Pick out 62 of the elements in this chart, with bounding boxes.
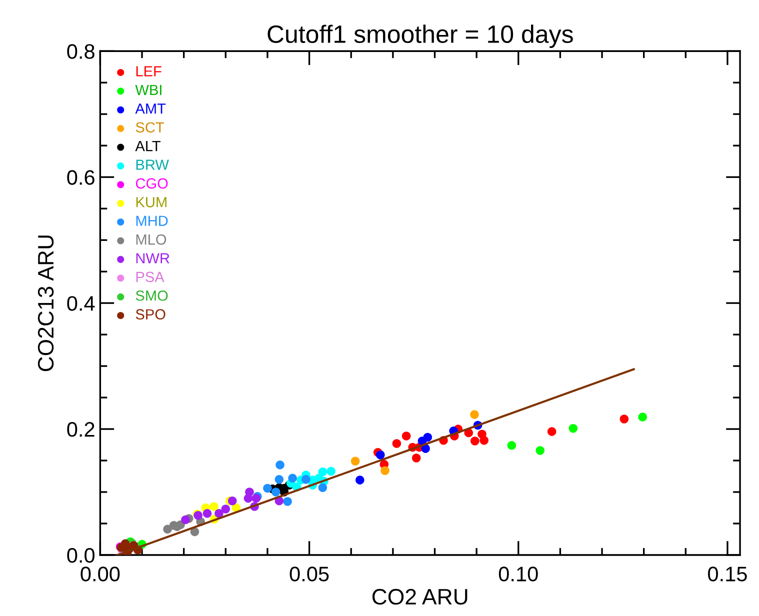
x-tick-label: 0.10 [498, 566, 538, 582]
legend-label: KUM [136, 197, 166, 208]
point [402, 432, 411, 440]
point [568, 424, 578, 433]
point [244, 494, 253, 503]
legend-label: BRW [136, 160, 169, 170]
point [271, 488, 280, 496]
point [620, 414, 629, 424]
chart-title: Cutoff1 smoother = 10 days [268, 24, 573, 48]
x-axis-title: CO2 ARU [372, 588, 468, 605]
legend-label: SMO [136, 290, 168, 301]
point [536, 446, 545, 455]
point [163, 524, 172, 534]
legend-label: ALT [135, 141, 161, 152]
point [547, 427, 556, 436]
x-tick-label: 0.05 [290, 566, 329, 582]
point [288, 474, 297, 483]
point [326, 466, 336, 476]
legend-label: SPO [136, 309, 166, 320]
legend-label: AMT [135, 104, 166, 114]
legend-label: MHD [136, 216, 168, 226]
point [412, 454, 421, 462]
point [355, 476, 364, 484]
point [350, 456, 360, 466]
point [190, 527, 200, 536]
y-axis-title: CO2C13 ARU [38, 236, 54, 372]
point [263, 484, 272, 493]
y-tick-label: 0.0 [67, 548, 95, 563]
point [392, 439, 402, 448]
legend-label: MLO [136, 234, 166, 245]
point [376, 450, 385, 460]
legend-label: CGO [136, 178, 168, 189]
y-tick-label: 0.2 [67, 422, 94, 437]
point [470, 410, 479, 419]
point [202, 509, 212, 518]
point [283, 497, 292, 506]
point [228, 496, 237, 506]
point [221, 504, 230, 514]
legend-label: SCT [136, 122, 164, 133]
point [214, 509, 224, 518]
point [638, 412, 647, 422]
point [210, 502, 218, 511]
point [423, 432, 432, 442]
legend-label: NWR [136, 253, 170, 264]
y-tick-label: 0.4 [67, 296, 95, 311]
y-tick-label: 0.8 [67, 44, 94, 59]
point [302, 475, 310, 484]
legend-label: WBI [135, 84, 162, 95]
point [181, 515, 190, 524]
point [318, 483, 328, 492]
x-tick-label: 0.00 [80, 566, 120, 582]
point [380, 466, 390, 476]
y-tick-label: 0.6 [67, 170, 94, 185]
point [318, 467, 328, 476]
legend-label: PSA [136, 272, 164, 282]
legend-label: LEF [136, 66, 162, 76]
point [507, 441, 516, 450]
point [274, 475, 284, 484]
point [276, 460, 284, 470]
x-tick-label: 0.15 [708, 566, 747, 582]
point [480, 436, 488, 445]
point [470, 436, 480, 446]
